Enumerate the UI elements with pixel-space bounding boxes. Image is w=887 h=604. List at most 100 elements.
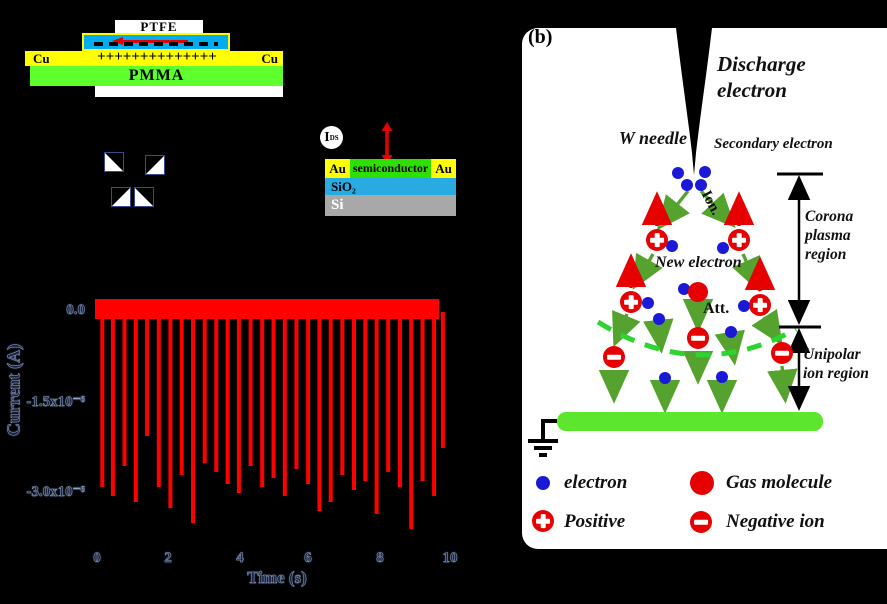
diode-icon <box>145 155 165 175</box>
current-spike <box>409 312 414 529</box>
collector-electrode <box>557 412 823 431</box>
legend-negative-label: Negative ion <box>726 511 825 532</box>
electron-dot <box>725 326 737 338</box>
w-needle-label: W needle <box>618 128 687 148</box>
arrow-line <box>121 40 188 43</box>
green-arrow <box>714 329 745 366</box>
current-spike <box>386 312 391 472</box>
electron-dot <box>659 372 671 384</box>
ptfe-label: PTFE <box>140 19 178 34</box>
green-arrow <box>732 253 761 293</box>
secondary-electron-label: Secondary electron <box>714 136 833 152</box>
semiconductor-layer: semiconductor <box>350 159 431 178</box>
positive-ion-icon <box>646 229 668 251</box>
ionization-arrows <box>598 189 798 414</box>
x-tick-label: 4 <box>236 550 244 567</box>
current-spike <box>260 312 265 487</box>
green-arrow <box>656 189 690 231</box>
current-spike <box>432 312 437 496</box>
ids-subscript: DS <box>329 133 339 142</box>
corona-region-label-line1: Corona <box>805 208 854 225</box>
y-tick-label: -3.0x10⁻⁶ <box>26 484 85 501</box>
current-spike <box>282 312 287 496</box>
ground-icon <box>528 439 558 457</box>
current-spike <box>271 312 276 478</box>
positive-ion-icon <box>620 291 642 313</box>
au-electrode-left: Au <box>325 159 350 178</box>
ground-wire <box>541 419 557 439</box>
legend-positive-ion-icon <box>532 510 554 532</box>
current-spike <box>294 312 299 469</box>
current-spike <box>363 312 368 481</box>
corona-region-label-line3: region <box>805 246 847 263</box>
y-tick-label: -1.5x10⁻⁶ <box>26 394 85 411</box>
y-tick-label: 0.0 <box>66 302 85 319</box>
current-spike <box>352 312 356 490</box>
ptfe-label-band: PTFE <box>115 19 203 34</box>
diode-icon <box>111 187 131 207</box>
electron-dot <box>717 242 729 254</box>
vertical-double-arrow-icon <box>381 122 393 164</box>
current-spike <box>225 312 230 484</box>
x-tick-label: 2 <box>164 550 172 567</box>
legend-gas-molecule-icon <box>690 471 714 495</box>
cu-left-label: Cu <box>33 51 50 66</box>
legend-negative-ion-icon <box>690 511 712 533</box>
electron-dot <box>642 297 654 309</box>
electron-dot <box>716 371 728 383</box>
arrow-head <box>112 37 123 45</box>
pmma-label: PMMA <box>128 67 185 84</box>
green-arrow <box>632 252 663 290</box>
current-spike <box>317 312 322 511</box>
current-spikes <box>100 312 445 529</box>
current-spike <box>156 312 161 487</box>
current-spike <box>100 312 105 487</box>
new-electron-label: New electron <box>655 254 742 271</box>
x-tick-label: 10 <box>442 550 458 567</box>
ids-label: I <box>324 129 330 145</box>
electron-dot <box>653 313 665 325</box>
electron-dot <box>681 179 693 191</box>
green-arrow <box>767 365 798 404</box>
current-spike <box>236 312 241 493</box>
unipolar-region-label-line1: Unipolar <box>803 346 861 363</box>
current-spike <box>122 312 127 466</box>
current-spike <box>145 312 150 436</box>
sio2-layer: SiO₂ <box>325 178 456 195</box>
current-spike <box>248 312 253 466</box>
diode-icon <box>134 187 154 207</box>
sliding-direction-arrow-icon <box>112 37 190 46</box>
current-spike <box>133 312 138 502</box>
electron-dot <box>699 166 711 178</box>
negative-ion-icon <box>771 342 793 364</box>
current-spike <box>420 312 425 481</box>
current-spike <box>179 312 184 475</box>
positive-ion-icon <box>728 229 750 251</box>
corona-region-label-line2: plasma <box>805 227 851 244</box>
negative-charges-row <box>94 42 218 46</box>
green-arrow <box>643 318 674 354</box>
panel-b-card: (b) <box>522 26 887 549</box>
electron-dot <box>738 300 750 312</box>
si-substrate-layer: Si <box>325 195 456 216</box>
tungsten-needle <box>676 28 712 175</box>
ids-current-badge: I DS <box>320 126 343 149</box>
discharge-electron-label-line2: electron <box>717 78 787 102</box>
positive-ion-icon <box>749 294 771 316</box>
current-spike <box>340 312 345 475</box>
negative-ion-icon <box>603 346 625 368</box>
current-spike <box>168 312 173 508</box>
cu-right-label: Cu <box>261 51 278 66</box>
panel-b-label: (b) <box>528 26 553 48</box>
gas-molecule-icon <box>688 282 708 302</box>
unipolar-region-label-line2: ion region <box>803 365 869 382</box>
electron-dot <box>678 283 690 295</box>
au-electrode-right: Au <box>431 159 456 178</box>
x-tick-label: 8 <box>376 550 384 567</box>
legend-electron-icon <box>536 476 550 490</box>
current-time-plot <box>95 299 445 529</box>
pmma-layer: PMMA <box>30 66 283 86</box>
substrate-strip <box>95 86 283 97</box>
current-spike <box>214 312 219 472</box>
